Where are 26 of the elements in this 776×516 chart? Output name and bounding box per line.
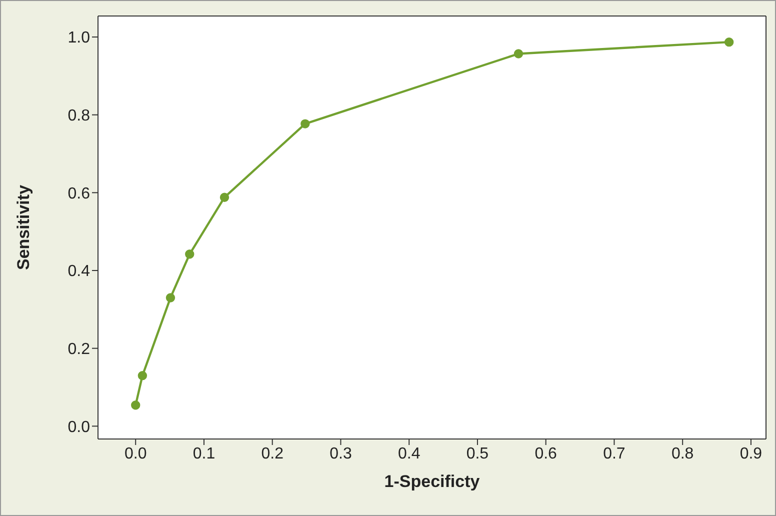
point bbox=[300, 119, 310, 128]
x-tick-label: 0.4 bbox=[398, 445, 420, 462]
y-axis-title: Sensitivity bbox=[14, 184, 34, 270]
point bbox=[131, 400, 140, 410]
x-tick-label: 0.8 bbox=[671, 445, 694, 462]
point bbox=[138, 370, 148, 380]
y-tick-label: 0.0 bbox=[68, 418, 90, 436]
point bbox=[166, 293, 176, 302]
x-tick-label: 0.1 bbox=[192, 445, 216, 462]
x-tick-label: 0.2 bbox=[261, 445, 284, 462]
y-tick-label: 0.8 bbox=[68, 108, 90, 125]
point bbox=[185, 250, 194, 259]
x-tick-label: 0.0 bbox=[124, 445, 147, 462]
x-tick-label: 0.9 bbox=[740, 445, 762, 462]
x-tick-label: 0.7 bbox=[603, 445, 626, 462]
x-tick-label: 0.6 bbox=[534, 445, 558, 462]
x-axis-title: 1-Specificty bbox=[384, 472, 480, 491]
point bbox=[514, 49, 524, 58]
point bbox=[724, 37, 734, 47]
x-tick-label: 0.5 bbox=[466, 445, 489, 462]
y-tick-label: 1.0 bbox=[68, 30, 90, 47]
y-tick-label: 0.4 bbox=[68, 263, 90, 280]
point bbox=[220, 192, 230, 202]
y-tick-label: 0.2 bbox=[68, 341, 90, 358]
x-tick-label: 0.3 bbox=[330, 445, 352, 462]
y-tick-label: 0.6 bbox=[68, 185, 90, 202]
